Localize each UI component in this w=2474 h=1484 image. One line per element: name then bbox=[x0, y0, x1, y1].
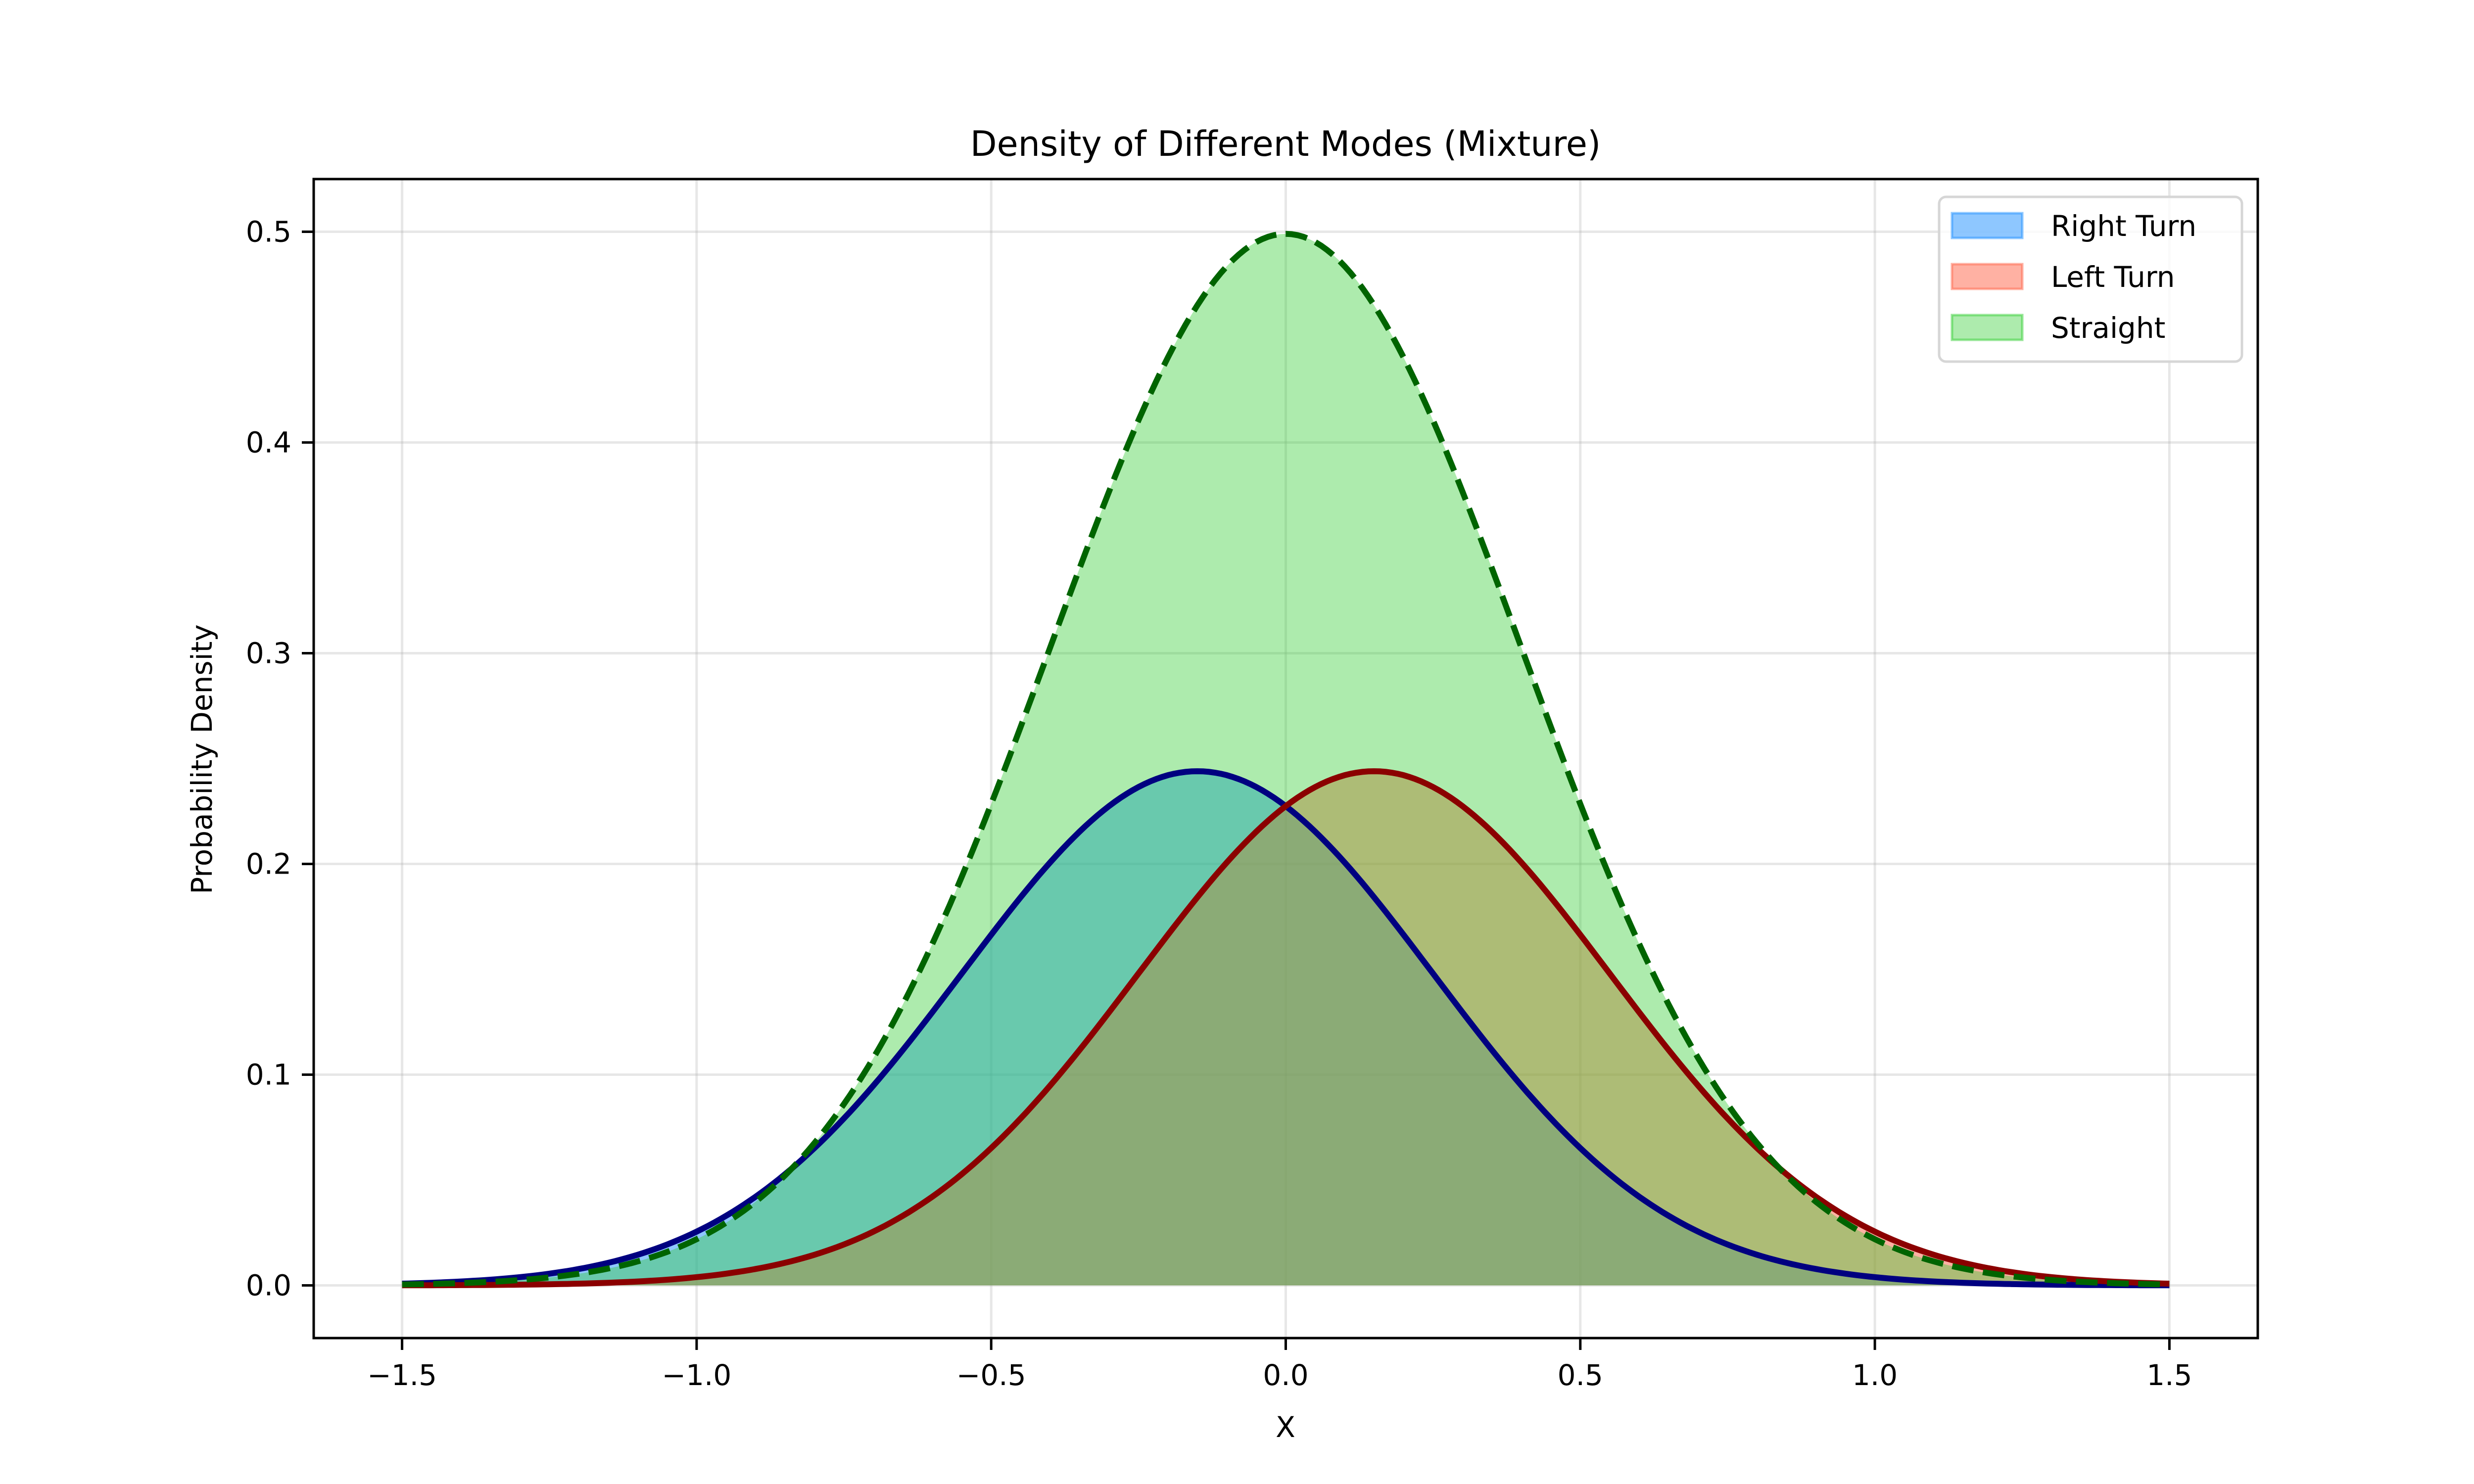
x-tick-label: 1.5 bbox=[2146, 1358, 2192, 1392]
x-axis-label: X bbox=[1276, 1410, 1295, 1444]
y-tick-label: 0.1 bbox=[246, 1058, 291, 1092]
series-lines bbox=[402, 231, 2170, 1289]
x-tick-label: −0.5 bbox=[956, 1358, 1026, 1392]
legend: Right Turn Left Turn Straight bbox=[1938, 195, 2243, 363]
y-tick-label: 0.3 bbox=[246, 637, 291, 670]
y-tick-label: 0.4 bbox=[246, 426, 291, 460]
legend-swatch-left-turn bbox=[1951, 263, 2024, 290]
legend-label-left-turn: Left Turn bbox=[2051, 260, 2175, 294]
series-fills bbox=[402, 233, 2170, 1286]
straight-curve bbox=[402, 231, 2170, 1288]
legend-label-right-turn: Right Turn bbox=[2051, 209, 2196, 243]
ticks: −1.5 −1.0 −0.5 0.0 0.5 1.0 1.5 0.0 0.1 0.2 0.3 0.4 0… bbox=[246, 215, 2192, 1392]
y-tick-label: 0.5 bbox=[246, 215, 291, 249]
straight-area bbox=[402, 233, 2170, 1286]
x-tick-label: −1.5 bbox=[367, 1358, 437, 1392]
x-tick-label: 1.0 bbox=[1852, 1358, 1898, 1392]
x-tick-label: −1.0 bbox=[662, 1358, 731, 1392]
y-tick-label: 0.2 bbox=[246, 847, 291, 881]
x-tick-label: 0.0 bbox=[1263, 1358, 1308, 1392]
left-turn-curve bbox=[402, 768, 2170, 1289]
legend-swatch-straight bbox=[1951, 314, 2024, 341]
chart-title: Density of Different Modes (Mixture) bbox=[970, 124, 1601, 164]
y-tick-label: 0.0 bbox=[246, 1269, 291, 1302]
left-turn-area bbox=[402, 771, 2170, 1286]
y-axis-label: Probability Density bbox=[185, 624, 219, 894]
x-tick-label: 0.5 bbox=[1558, 1358, 1603, 1392]
legend-swatch-right-turn bbox=[1951, 212, 2024, 239]
legend-label-straight: Straight bbox=[2051, 311, 2165, 345]
